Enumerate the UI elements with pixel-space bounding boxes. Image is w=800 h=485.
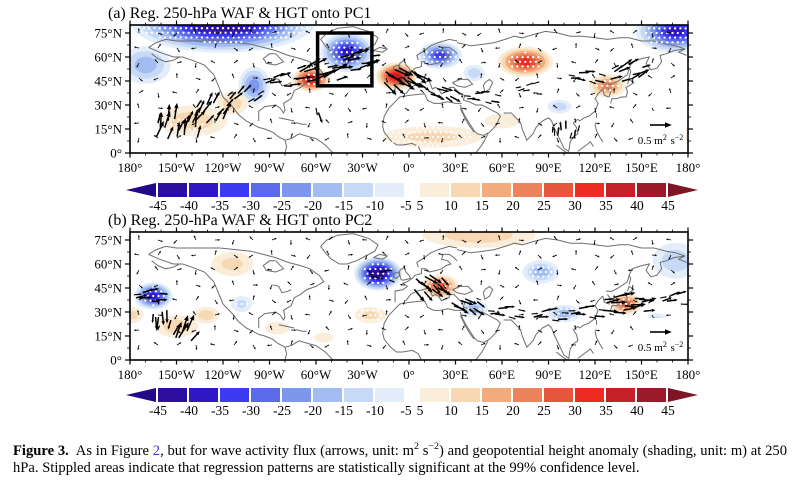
svg-text:90°W: 90°W xyxy=(254,367,285,380)
svg-text:0.5 m2 s−2: 0.5 m2 s−2 xyxy=(638,340,684,354)
svg-text:40: 40 xyxy=(630,198,644,213)
svg-text:60°E: 60°E xyxy=(489,160,515,173)
svg-text:120°E: 120°E xyxy=(579,367,612,380)
svg-text:45: 45 xyxy=(661,198,675,213)
svg-text:30°W: 30°W xyxy=(347,160,378,173)
svg-text:180°: 180° xyxy=(676,160,701,173)
svg-text:150°W: 150°W xyxy=(158,160,196,173)
svg-text:-20: -20 xyxy=(304,403,322,418)
svg-text:-5: -5 xyxy=(400,198,411,213)
svg-text:0°: 0° xyxy=(403,160,415,173)
svg-text:60°W: 60°W xyxy=(301,367,332,380)
caption-text-3: s xyxy=(418,442,429,459)
caption-sup-2: −2 xyxy=(428,441,439,452)
svg-text:25: 25 xyxy=(537,198,551,213)
svg-text:30°W: 30°W xyxy=(347,367,378,380)
svg-text:60°W: 60°W xyxy=(301,160,332,173)
svg-text:-15: -15 xyxy=(335,403,353,418)
svg-text:0°: 0° xyxy=(110,146,122,161)
svg-text:15°N: 15°N xyxy=(94,329,122,344)
svg-text:30°N: 30°N xyxy=(94,98,122,113)
svg-text:150°E: 150°E xyxy=(625,367,658,380)
svg-text:-40: -40 xyxy=(180,198,198,213)
svg-text:60°E: 60°E xyxy=(489,367,515,380)
svg-text:45: 45 xyxy=(661,403,675,418)
svg-text:-10: -10 xyxy=(366,198,384,213)
svg-text:-25: -25 xyxy=(273,198,291,213)
svg-text:90°W: 90°W xyxy=(254,160,285,173)
svg-text:-10: -10 xyxy=(366,403,384,418)
svg-text:5: 5 xyxy=(417,198,424,213)
svg-text:-25: -25 xyxy=(273,403,291,418)
map-panel-b: 0.5 m2 s−2 75°N60°N45°N30°N15°N0°180° 150… xyxy=(94,227,701,380)
svg-text:-20: -20 xyxy=(304,198,322,213)
svg-text:15°N: 15°N xyxy=(94,122,122,137)
svg-text:30: 30 xyxy=(568,403,582,418)
colorbar-panel-a: -45 5 -40 10 -35 15 -30 20 -25 25 -20 30 -15 35 -10 40 -… xyxy=(126,183,698,213)
svg-text:30°E: 30°E xyxy=(442,367,468,380)
svg-text:10: 10 xyxy=(444,198,458,213)
svg-text:-15: -15 xyxy=(335,198,353,213)
svg-text:35: 35 xyxy=(599,198,613,213)
svg-text:20: 20 xyxy=(506,403,520,418)
svg-text:25: 25 xyxy=(537,403,551,418)
panel-b-title: (b) Reg. 250-hPa WAF & HGT onto PC2 xyxy=(108,212,373,229)
svg-text:45°N: 45°N xyxy=(94,74,122,89)
svg-text:180°: 180° xyxy=(676,367,701,380)
svg-text:20: 20 xyxy=(506,198,520,213)
panel-a-title: (a) Reg. 250-hPa WAF & HGT onto PC1 xyxy=(108,5,372,22)
svg-text:-40: -40 xyxy=(180,403,198,418)
svg-text:120°W: 120°W xyxy=(205,367,243,380)
svg-text:-45: -45 xyxy=(149,198,167,213)
map-panel-a: 0.5 m2 s−2 75°N60°N45°N30°N15°N0°180° 150… xyxy=(94,20,701,173)
svg-text:60°N: 60°N xyxy=(94,50,122,65)
svg-text:150°E: 150°E xyxy=(625,160,658,173)
caption-text-1: As in Figure xyxy=(75,442,153,459)
caption-sup-1: 2 xyxy=(414,441,419,452)
svg-text:75°N: 75°N xyxy=(94,233,122,248)
svg-text:-5: -5 xyxy=(400,403,411,418)
svg-text:90°E: 90°E xyxy=(535,367,561,380)
svg-text:-35: -35 xyxy=(211,403,229,418)
svg-text:35: 35 xyxy=(599,403,613,418)
figure-2-link[interactable]: 2 xyxy=(152,442,161,459)
figure-caption: Figure 3. As in Figure 2, but for wave ac… xyxy=(13,441,787,477)
svg-text:10: 10 xyxy=(444,403,458,418)
svg-text:-30: -30 xyxy=(242,198,260,213)
caption-label: Figure 3. xyxy=(13,442,69,459)
svg-text:30: 30 xyxy=(568,198,582,213)
caption-text-2: , but for wave activity flux (arrows, un… xyxy=(160,442,414,459)
svg-text:120°E: 120°E xyxy=(579,160,612,173)
svg-text:40: 40 xyxy=(630,403,644,418)
svg-text:-30: -30 xyxy=(242,403,260,418)
svg-text:180°: 180° xyxy=(118,160,143,173)
svg-text:0°: 0° xyxy=(110,353,122,368)
svg-text:30°E: 30°E xyxy=(442,160,468,173)
svg-text:75°N: 75°N xyxy=(94,26,122,41)
svg-text:30°N: 30°N xyxy=(94,305,122,320)
svg-text:90°E: 90°E xyxy=(535,160,561,173)
svg-text:60°N: 60°N xyxy=(94,257,122,272)
svg-text:150°W: 150°W xyxy=(158,367,196,380)
svg-text:-35: -35 xyxy=(211,198,229,213)
svg-text:45°N: 45°N xyxy=(94,281,122,296)
svg-text:0°: 0° xyxy=(403,367,415,380)
svg-text:15: 15 xyxy=(475,198,489,213)
colorbar-panel-b: -45 5 -40 10 -35 15 -30 20 -25 25 -20 30 -15 35 -10 40 -… xyxy=(126,388,698,418)
svg-text:180°: 180° xyxy=(118,367,143,380)
svg-text:-45: -45 xyxy=(149,403,167,418)
svg-text:120°W: 120°W xyxy=(205,160,243,173)
svg-text:15: 15 xyxy=(475,403,489,418)
svg-text:0.5 m2 s−2: 0.5 m2 s−2 xyxy=(638,133,684,147)
svg-text:5: 5 xyxy=(417,403,424,418)
caption-text-4: ) and geopotential height anomaly (shadi… xyxy=(13,442,788,477)
